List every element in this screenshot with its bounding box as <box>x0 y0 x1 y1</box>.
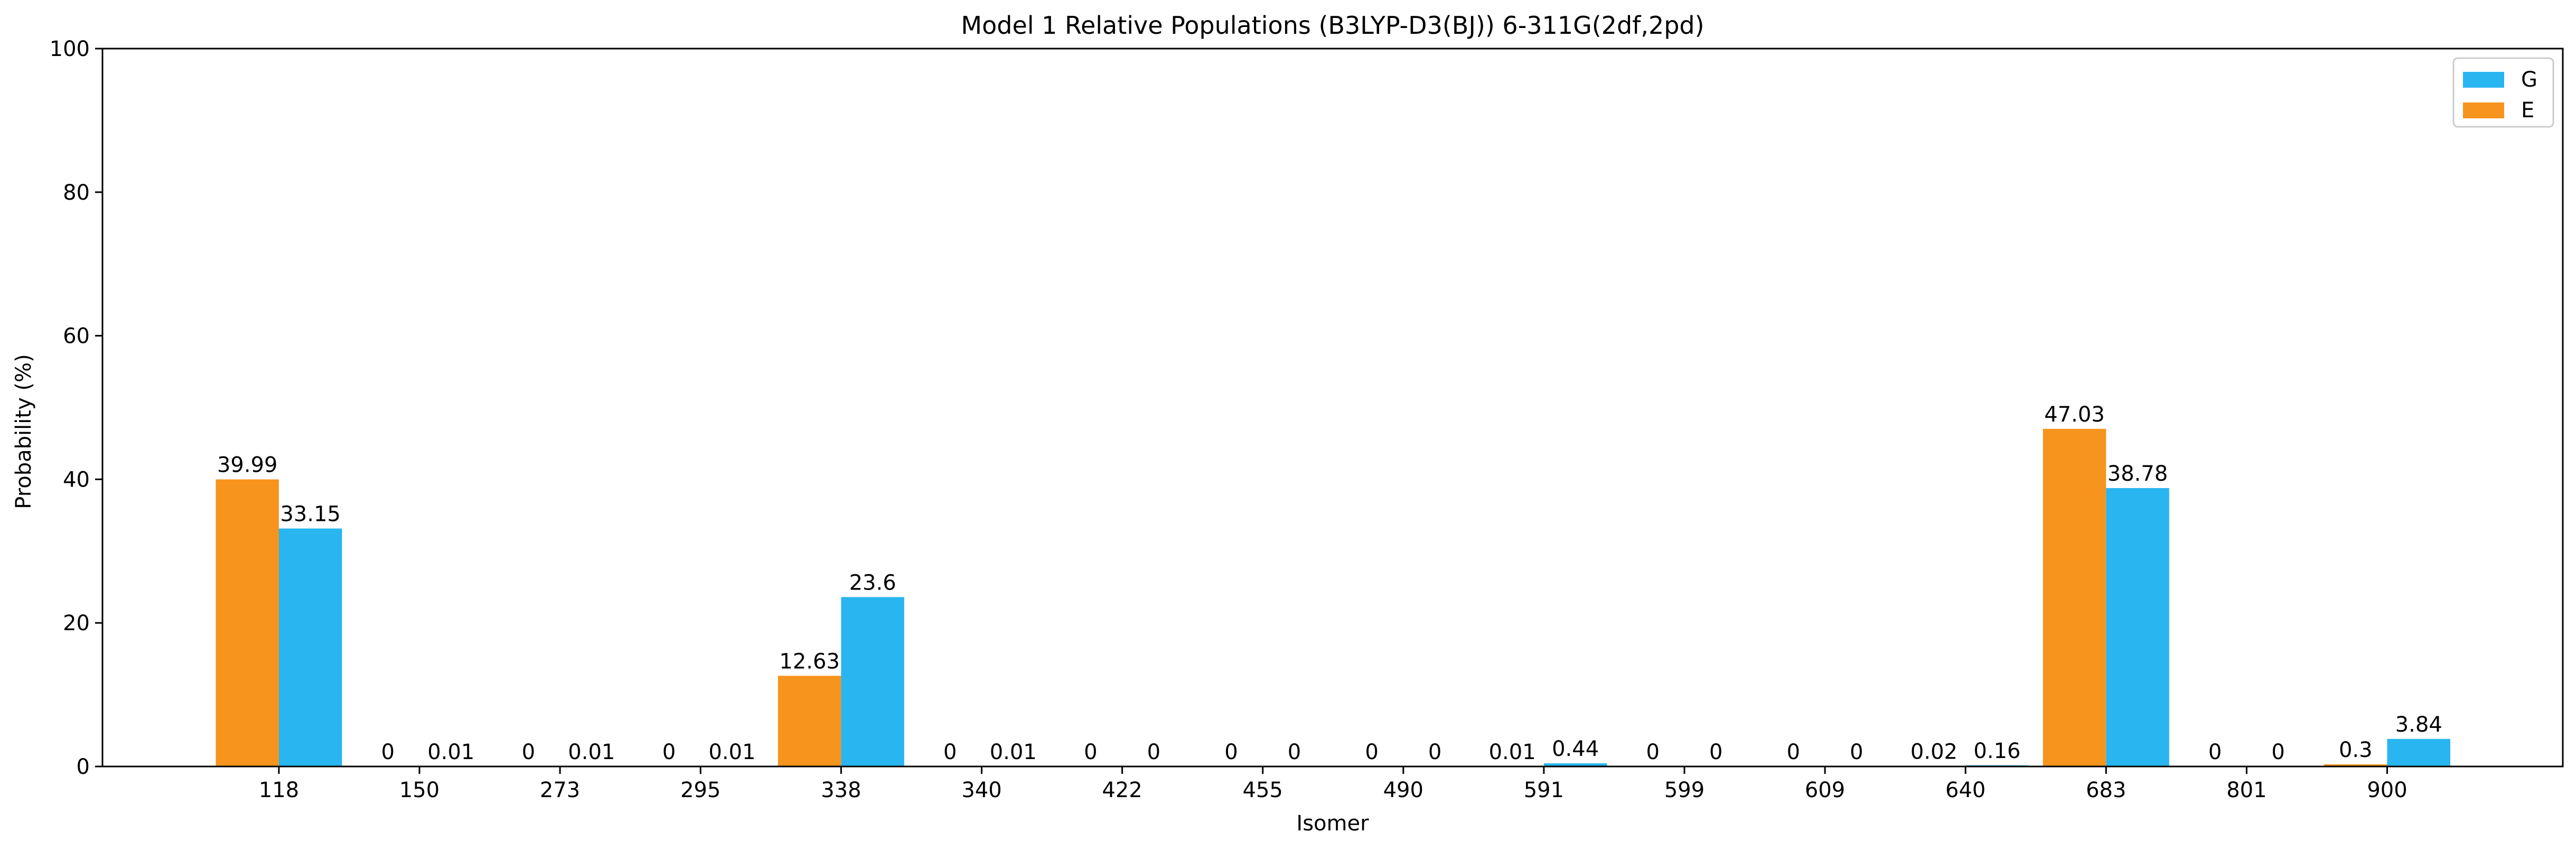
data-label-e: 0.3 <box>2339 738 2373 762</box>
bar-g <box>1543 763 1607 766</box>
data-label-e: 47.03 <box>2044 403 2105 427</box>
data-label-e: 0.02 <box>1910 740 1957 764</box>
x-tick-label: 340 <box>961 778 1001 802</box>
data-label-e: 0 <box>1787 740 1800 764</box>
data-label-g: 0.01 <box>568 740 615 764</box>
y-tick-label: 100 <box>50 37 90 61</box>
x-tick-label: 150 <box>399 778 439 802</box>
data-label-g: 0.16 <box>1973 739 2020 763</box>
x-tick-label: 683 <box>2086 778 2126 802</box>
data-label-g: 0.44 <box>1552 737 1599 761</box>
bar-e <box>2324 764 2387 766</box>
data-label-e: 0 <box>1365 740 1378 764</box>
x-tick-label: 422 <box>1102 778 1142 802</box>
plot-area-frame <box>101 48 2564 768</box>
data-label-g: 0.01 <box>709 740 756 764</box>
x-tick-label: 118 <box>259 778 299 802</box>
data-label-e: 0 <box>2208 740 2222 764</box>
data-label-g: 23.6 <box>849 571 896 595</box>
data-label-e: 0 <box>662 740 676 764</box>
x-tick-label: 801 <box>2226 778 2266 802</box>
data-label-g: 3.84 <box>2395 713 2442 737</box>
x-tick-label: 455 <box>1243 778 1283 802</box>
x-tick-label: 490 <box>1383 778 1423 802</box>
bar-e <box>2043 428 2106 766</box>
data-label-g: 0 <box>1709 740 1722 764</box>
legend-label-g: G <box>2521 68 2537 92</box>
y-tick-label: 60 <box>63 324 90 349</box>
data-label-g: 0 <box>1147 740 1160 764</box>
x-tick-label: 609 <box>1805 778 1845 802</box>
x-axis: 118 150 273 295 338 340 422 455 490 591 599 609 640 6… <box>259 766 2408 802</box>
data-label-g: 0 <box>2271 740 2284 764</box>
x-tick-label: 295 <box>680 778 720 802</box>
bar-e <box>778 676 841 766</box>
data-label-e: 0 <box>1084 740 1097 764</box>
data-label-g: 0.01 <box>990 740 1037 764</box>
x-tick-label: 599 <box>1664 778 1704 802</box>
bar-e <box>216 479 279 766</box>
data-label-g: 0 <box>1850 740 1863 764</box>
data-label-e: 12.63 <box>779 649 840 674</box>
y-tick-label: 40 <box>63 467 90 492</box>
y-axis: 0 20 40 60 80 100 <box>50 37 102 779</box>
legend: GE <box>2452 57 2554 128</box>
x-tick-label: 640 <box>1945 778 1985 802</box>
bar-g <box>841 597 904 766</box>
data-label-g: 38.78 <box>2107 462 2168 486</box>
x-tick-label: 900 <box>2367 778 2407 802</box>
x-tick-label: 338 <box>821 778 861 802</box>
data-label-e: 0 <box>522 740 535 764</box>
y-tick-label: 20 <box>63 611 90 635</box>
x-tick-label: 591 <box>1524 778 1564 802</box>
legend-swatch-e <box>2463 102 2504 118</box>
y-tick-label: 0 <box>77 755 90 779</box>
x-axis-label: Isomer <box>1296 811 1369 836</box>
bars-layer <box>216 428 2450 766</box>
legend-label-e: E <box>2521 98 2534 123</box>
data-label-g: 0 <box>1428 740 1441 764</box>
data-label-e: 0 <box>1224 740 1238 764</box>
data-label-g: 0.01 <box>427 740 474 764</box>
data-label-e: 0 <box>1646 740 1660 764</box>
data-label-g: 33.15 <box>280 502 341 526</box>
bar-g <box>2387 738 2450 766</box>
chart-title: Model 1 Relative Populations (B3LYP-D3(B… <box>961 11 1704 40</box>
data-label-e: 0 <box>943 740 957 764</box>
y-tick-label: 80 <box>63 181 90 205</box>
legend-swatch-g <box>2463 72 2504 88</box>
bar-g <box>279 528 342 766</box>
y-axis-label: Probability (%) <box>12 354 36 509</box>
data-label-g: 0 <box>1288 740 1301 764</box>
data-label-e: 0 <box>381 740 395 764</box>
data-label-e: 39.99 <box>217 453 278 478</box>
data-label-e: 0.01 <box>1489 740 1536 764</box>
bar-g <box>2106 488 2169 766</box>
x-tick-label: 273 <box>540 778 580 802</box>
